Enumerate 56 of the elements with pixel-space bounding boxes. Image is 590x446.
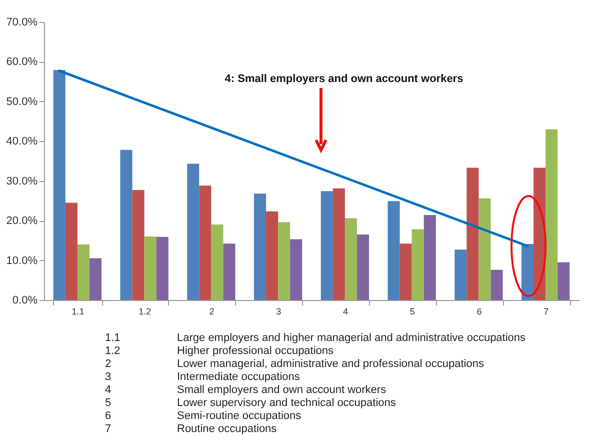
x-tick-label: 6: [476, 306, 482, 316]
x-tick-label: 2: [209, 306, 214, 316]
bar: [320, 191, 333, 300]
text: 1.1 Large employers and higher managerial and administrative occupations: [105, 332, 526, 344]
bar: [187, 164, 200, 300]
annotation: 4: Small employers and own account workers: [224, 73, 464, 85]
x-tick-label: 1.2: [138, 306, 152, 316]
bar: [278, 222, 290, 300]
text: 3 Intermediate occupations: [105, 371, 300, 383]
x-tick-label: 4: [342, 306, 348, 316]
bar: [412, 229, 424, 300]
bar: [521, 244, 534, 300]
y-tick-label: 10.0%: [6, 254, 38, 267]
bar: [254, 194, 266, 300]
y-tick-label: 70.0%: [6, 16, 38, 28]
text: 5 Lower supervisory and technical occupations: [105, 397, 396, 409]
bar: [156, 236, 168, 300]
bar: [144, 236, 156, 300]
bar: [332, 188, 345, 300]
bar: [120, 150, 132, 300]
bar: [424, 215, 436, 300]
bar: [478, 198, 491, 300]
text: 1.2 Higher professional occupations: [105, 345, 334, 357]
bar: [466, 168, 479, 300]
x-tick-label: 3: [276, 306, 282, 316]
bar: [132, 190, 144, 300]
bar: [454, 250, 467, 300]
bar: [400, 244, 412, 300]
bar: [211, 224, 224, 300]
x-tick-label: 5: [410, 306, 415, 316]
y-tick-label: 20.0%: [6, 215, 38, 228]
text: 7 Routine occupations: [105, 423, 277, 435]
bar: [388, 201, 400, 300]
text: 2 Lower managerial, administrative and professional occupations: [105, 358, 484, 370]
bar: [223, 244, 236, 300]
x-tick-label: 1.1: [72, 306, 84, 316]
bar: [65, 202, 78, 300]
bar: [199, 186, 212, 300]
bar: [290, 239, 302, 300]
x-tick-label: 7: [544, 306, 549, 316]
bar: [344, 218, 357, 300]
bar: [53, 70, 66, 300]
bar: [558, 262, 570, 300]
y-tick-label: 40.0%: [6, 136, 38, 148]
y-tick-label: 0.0%: [12, 294, 38, 306]
bar: [356, 234, 370, 300]
text: 6 Semi-routine occupations: [105, 410, 302, 422]
bar: [490, 270, 503, 300]
y-tick-label: 60.0%: [6, 56, 38, 68]
bar: [89, 258, 102, 300]
y-tick-label: 50.0%: [6, 96, 38, 108]
y-tick-label: 30.0%: [6, 175, 38, 188]
bar: [266, 211, 278, 300]
bar: [77, 244, 90, 300]
text: 4 Small employers and own account workers: [105, 384, 386, 396]
bar: [546, 129, 558, 300]
